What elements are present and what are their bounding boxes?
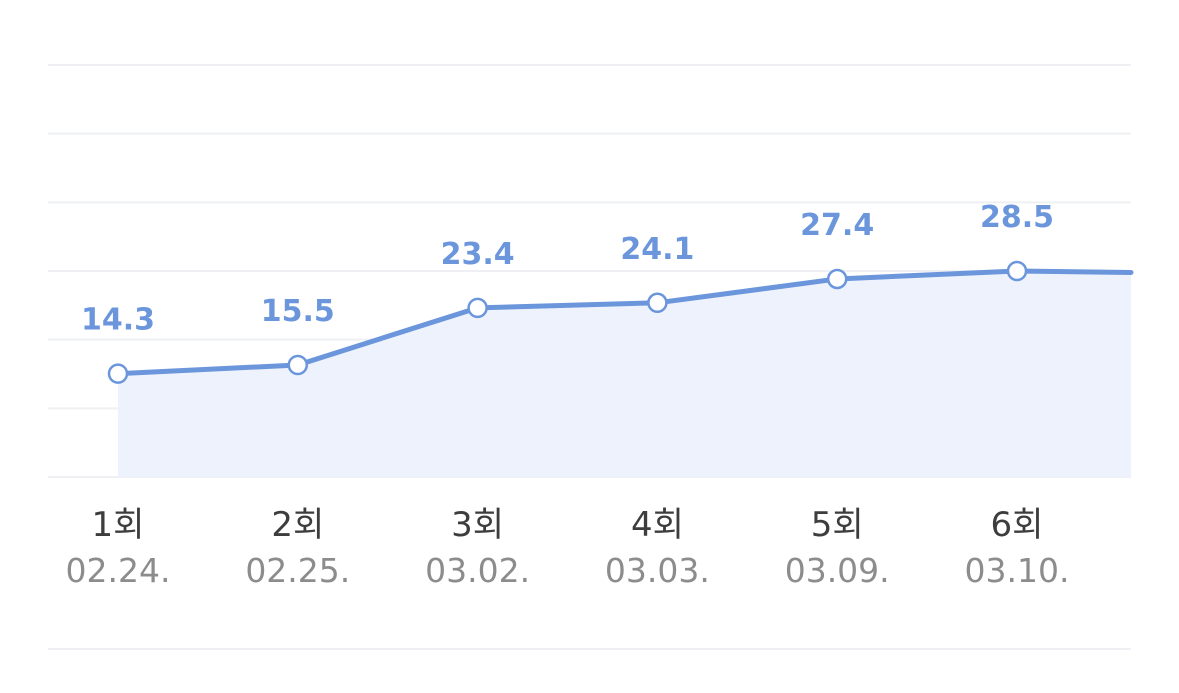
x-category-label: 5회: [811, 505, 864, 545]
data-point: [647, 292, 668, 314]
series-area: [118, 271, 1131, 477]
data-point: [107, 363, 129, 384]
x-date-label: 02.24.: [66, 551, 171, 590]
bottom-divider: [48, 648, 1131, 650]
x-date-label: 03.02.: [425, 551, 530, 590]
data-label: 24.1: [620, 232, 694, 267]
data-point: [1006, 260, 1028, 282]
x-category-label: 3회: [451, 505, 504, 545]
x-category-label: 1회: [92, 505, 145, 545]
x-category-label: 6회: [991, 505, 1044, 545]
x-date-label: 03.09.: [785, 551, 890, 590]
data-point: [287, 354, 309, 376]
data-label: 14.3: [81, 303, 155, 338]
data-label: 23.4: [441, 237, 515, 272]
x-category-label: 4회: [631, 505, 684, 545]
data-label: 28.5: [980, 200, 1054, 235]
x-date-label: 02.25.: [245, 551, 350, 590]
x-date-label: 03.10.: [965, 551, 1070, 590]
x-category-label: 2회: [271, 505, 324, 545]
data-label: 27.4: [800, 208, 874, 243]
data-point: [467, 297, 488, 319]
data-label: 15.5: [261, 294, 335, 329]
data-point: [826, 268, 848, 290]
x-date-label: 03.03.: [605, 551, 710, 590]
